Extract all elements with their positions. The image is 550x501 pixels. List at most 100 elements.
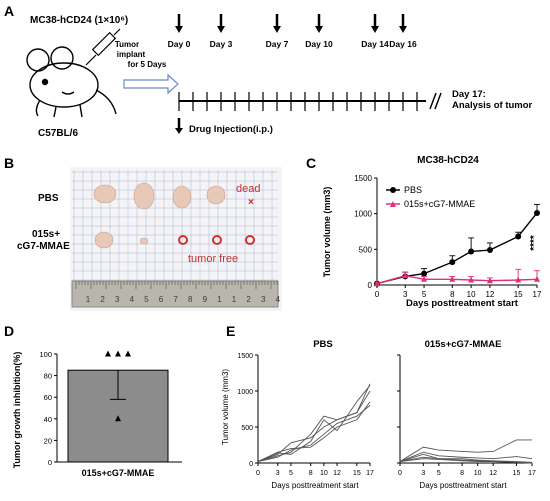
series-line — [257, 384, 371, 462]
ruler-number: 1 — [217, 295, 222, 304]
mouse-strain-label: C57BL/6 — [38, 128, 78, 139]
ruler-number: 8 — [188, 295, 193, 304]
chart-c-xlabel: Days posttreatment start — [406, 298, 519, 309]
x-tick-label: 12 — [333, 470, 341, 477]
timeline: Day 0 Day 3 Day 7 Day 10 Day 14 Day 16 — [168, 14, 418, 111]
chart-d-plot: 0 20 40 60 80 100 015s+cG7-MMAE — [39, 350, 182, 478]
day-label: Day 0 — [168, 39, 191, 49]
data-point — [486, 247, 493, 254]
ruler-number: 2 — [100, 295, 105, 304]
ruler-number: 2 — [246, 295, 251, 304]
x-tick-label: 0 — [256, 470, 260, 477]
data-point — [125, 350, 131, 357]
series-line — [376, 275, 538, 285]
panel-c-chart: MC38-hCD24 Tumor volume (mm3) Days postt… — [322, 155, 542, 309]
data-point — [421, 275, 428, 282]
x-tick-label: 3 — [421, 470, 425, 477]
data-point — [515, 233, 522, 240]
ruler-number: 1 — [86, 295, 91, 304]
x-category-label: 015s+cG7-MMAE — [82, 468, 155, 478]
tumor-free-circle — [178, 235, 188, 245]
series-line — [257, 401, 371, 462]
x-tick-label: 15 — [514, 290, 523, 299]
implant-arrow-icon — [123, 73, 179, 95]
x-tick-label: 0 — [398, 470, 402, 477]
chart-c-plot: 0 500 1000 1500 0 3 5 8 10 12 15 17 — [354, 174, 542, 299]
y-tick-label: 20 — [44, 436, 52, 445]
panel-letter-d: D — [4, 323, 14, 339]
series-line — [257, 383, 371, 462]
x-tick-label: 10 — [467, 290, 476, 299]
y-tick-label: 60 — [44, 393, 52, 402]
y-tick-label: 0 — [249, 461, 253, 468]
injection-arrow-icon — [315, 26, 323, 33]
ruler — [71, 280, 279, 308]
series-line — [399, 458, 533, 464]
chart-e1-ylabel: Tumor volume (mm3) — [221, 369, 230, 445]
data-point — [534, 209, 540, 216]
x-tick-label: 12 — [485, 290, 494, 299]
injection-arrow-icon — [273, 26, 281, 33]
dead-marker: dead × — [236, 183, 260, 208]
panel-d-chart: Tumor growth inhibition(%) 0204060801000… — [12, 350, 182, 478]
ruler-number: 6 — [159, 295, 164, 304]
injection-arrow-icon — [371, 26, 379, 33]
chart-d-ylabel: Tumor growth inhibition(%) — [12, 352, 22, 469]
x-tick-label: 3 — [276, 470, 280, 477]
row-label-treated-1: 015s+ — [32, 229, 60, 240]
y-tick-label: 1000 — [354, 210, 372, 219]
tumors-pbs — [93, 182, 226, 210]
data-point — [468, 276, 475, 283]
data-point — [402, 272, 409, 279]
x-tick-label: 5 — [289, 470, 293, 477]
series-line — [399, 451, 533, 462]
ruler-number: 4 — [130, 295, 135, 304]
panel-letter-b: B — [4, 155, 14, 171]
x-tick-label: 12 — [489, 470, 497, 477]
injection-legend: Drug Injection(i.p.) — [189, 124, 273, 135]
y-tick-label: 500 — [241, 425, 253, 432]
legend-marker-pbs — [390, 187, 396, 193]
y-tick-label: 1000 — [237, 389, 253, 396]
day-label: Day 16 — [389, 39, 417, 49]
data-point — [449, 275, 456, 282]
series-line — [257, 390, 371, 462]
chart-e1-title: PBS — [313, 339, 333, 350]
y-tick-label: 500 — [359, 245, 373, 254]
x-tick-label: 8 — [460, 470, 464, 477]
ruler-number: 1 — [232, 295, 237, 304]
legend-label-treated: 015s+cG7-MMAE — [404, 199, 475, 209]
y-tick-label: 80 — [44, 372, 52, 381]
tumors-treated — [94, 231, 149, 249]
x-tick-label: 17 — [533, 290, 542, 299]
series-line — [399, 439, 532, 462]
data-point — [468, 248, 475, 255]
x-tick-label: 15 — [353, 470, 361, 477]
dead-label: dead — [236, 183, 260, 195]
cross-icon: × — [248, 197, 254, 208]
end-label-1: Day 17: — [452, 89, 486, 100]
series-line — [399, 453, 533, 463]
x-tick-label: 17 — [528, 470, 536, 477]
chart-e2-plot: 0 3 5 8 10 12 15 17 — [397, 354, 536, 477]
tumor-sample — [206, 185, 226, 205]
tumor-free-circle — [245, 235, 255, 245]
x-tick-label: 3 — [403, 290, 408, 299]
day-label: Day 3 — [210, 39, 233, 49]
data-point — [374, 280, 380, 287]
mouse-icon — [26, 46, 117, 118]
chart-e1-plot: 0 500 1000 1500 0 3 5 8 10 12 15 17 — [237, 353, 374, 477]
y-tick-label: 40 — [44, 415, 52, 424]
ruler-number: 4 — [276, 295, 281, 304]
data-point — [449, 259, 456, 266]
data-point — [515, 276, 522, 283]
injection-arrow-icon — [217, 26, 225, 33]
implant-text-2: implant — [117, 50, 146, 59]
implant-text-1: Tumor — [115, 40, 139, 49]
significance-annotation: **** — [529, 235, 540, 251]
day-label: Day 10 — [305, 39, 333, 49]
panel-a-schematic: MC38-hCD24 (1×10⁶) C57BL/6 Tumor implant… — [26, 14, 533, 139]
implant-text-3: for 5 Days — [128, 60, 167, 69]
tumor-sample — [172, 185, 192, 209]
